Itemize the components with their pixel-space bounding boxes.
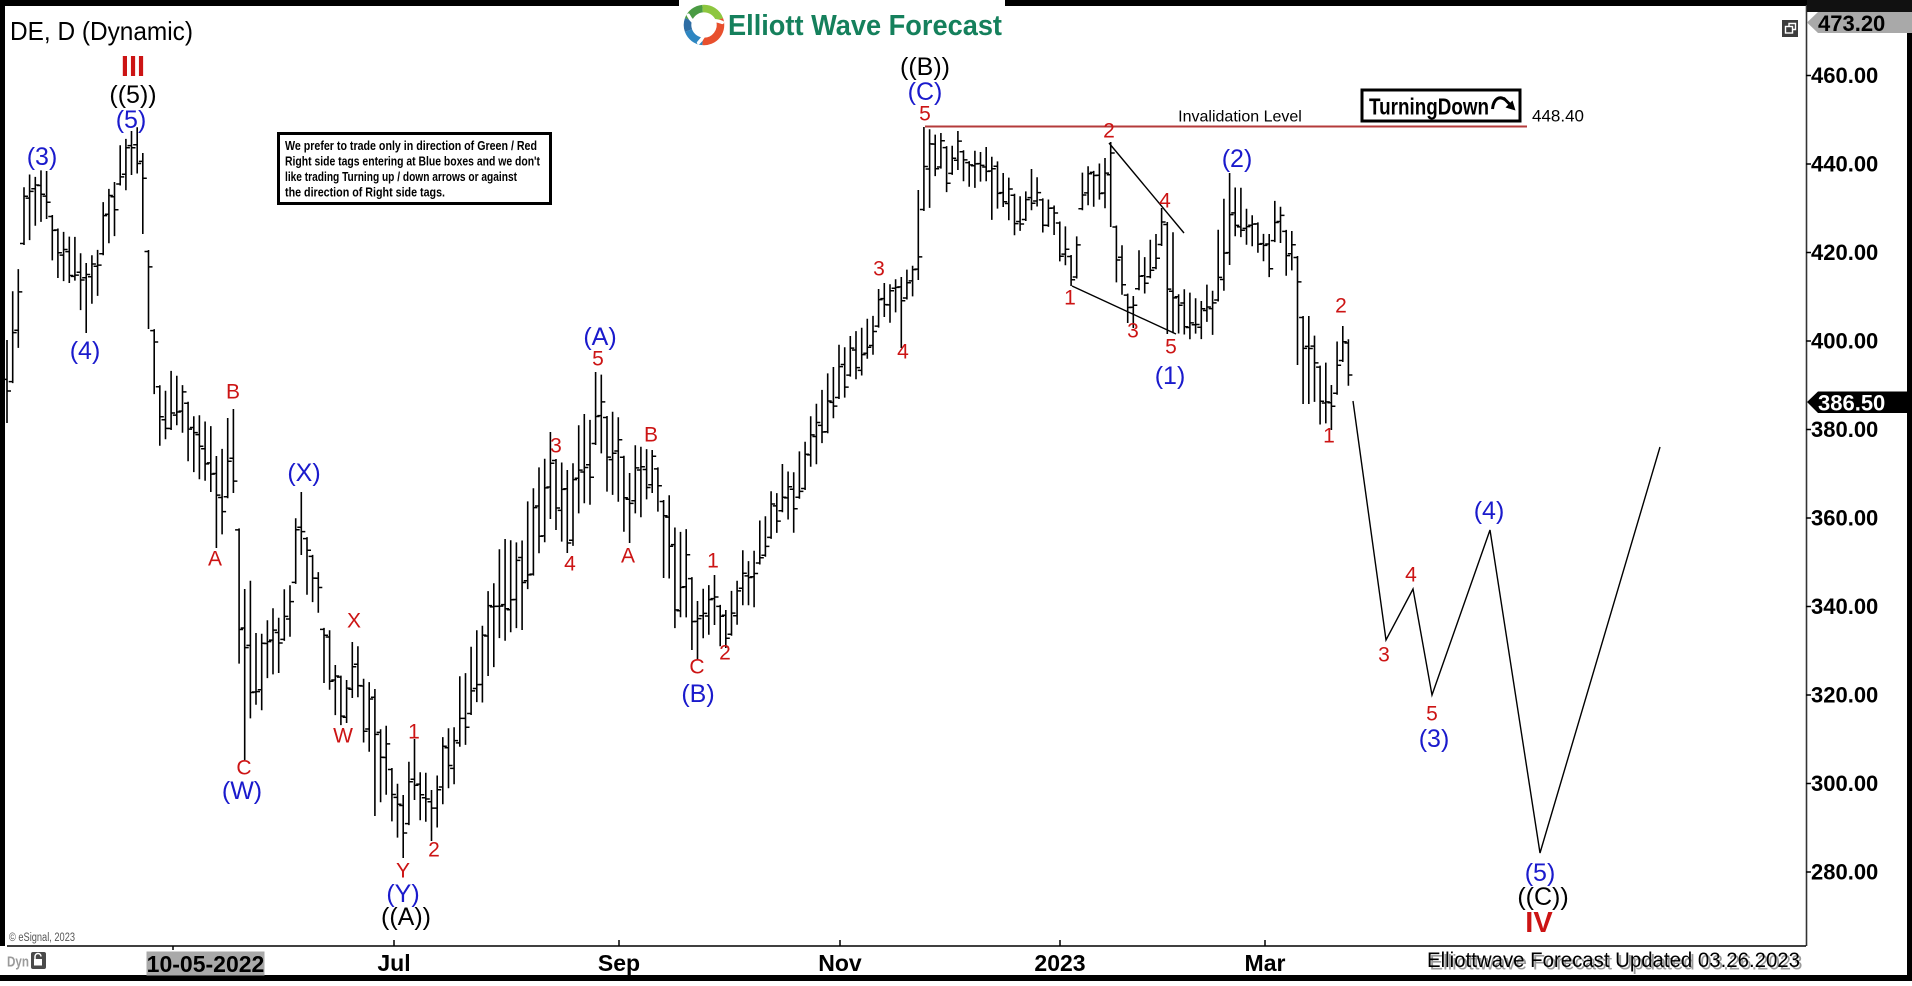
svg-text:360.00: 360.00 — [1811, 506, 1878, 531]
svg-text:(5): (5) — [1525, 859, 1556, 887]
svg-text:X: X — [347, 610, 361, 633]
svg-text:((A)): ((A)) — [381, 903, 431, 931]
svg-text:4: 4 — [564, 553, 576, 576]
svg-text:473.20: 473.20 — [1818, 11, 1885, 36]
svg-text:Elliottwave Forecast Updated 0: Elliottwave Forecast Updated 03.26.2023 — [1430, 952, 1803, 975]
svg-text:Dyn: Dyn — [7, 954, 29, 971]
svg-text:III: III — [121, 51, 145, 83]
svg-text:C: C — [689, 656, 704, 679]
svg-text:3: 3 — [1127, 320, 1139, 343]
svg-text:the direction of Right side ta: the direction of Right side tags. — [285, 185, 445, 200]
svg-text:(3): (3) — [27, 143, 58, 171]
svg-text:(W): (W) — [222, 777, 262, 805]
svg-text:340.00: 340.00 — [1811, 594, 1878, 619]
svg-text:1: 1 — [408, 721, 420, 744]
svg-text:1: 1 — [1323, 425, 1335, 448]
svg-text:A: A — [208, 548, 222, 571]
svg-text:4: 4 — [897, 341, 909, 364]
svg-text:5: 5 — [919, 103, 931, 126]
svg-text:3: 3 — [550, 435, 562, 458]
svg-text:© eSignal, 2023: © eSignal, 2023 — [9, 932, 75, 944]
svg-text:Sep: Sep — [598, 950, 640, 976]
svg-text:(X): (X) — [287, 459, 320, 487]
svg-text:((C)): ((C)) — [1517, 883, 1568, 911]
svg-text:10-05-2022: 10-05-2022 — [147, 951, 265, 977]
svg-text:(5): (5) — [116, 106, 147, 134]
svg-text:5: 5 — [1165, 336, 1177, 359]
svg-text:Mar: Mar — [1245, 950, 1286, 976]
svg-text:2: 2 — [428, 839, 440, 862]
svg-text:B: B — [644, 424, 658, 447]
svg-text:(2): (2) — [1222, 145, 1253, 173]
svg-text:400.00: 400.00 — [1811, 329, 1878, 354]
svg-text:386.50: 386.50 — [1818, 391, 1885, 416]
svg-text:320.00: 320.00 — [1811, 683, 1878, 708]
svg-text:A: A — [621, 545, 635, 568]
svg-text:1: 1 — [707, 550, 719, 573]
svg-text:W: W — [333, 725, 353, 748]
svg-text:Right side tags entering at Bl: Right side tags entering at Blue boxes a… — [285, 154, 540, 169]
svg-text:2023: 2023 — [1034, 950, 1085, 976]
svg-text:280.00: 280.00 — [1811, 860, 1878, 885]
svg-text:2: 2 — [1103, 120, 1115, 143]
svg-text:3: 3 — [1378, 644, 1390, 667]
svg-text:440.00: 440.00 — [1811, 152, 1878, 177]
svg-text:C: C — [236, 757, 251, 780]
svg-text:448.40: 448.40 — [1532, 107, 1584, 126]
svg-text:(Y): (Y) — [386, 880, 419, 908]
svg-text:B: B — [226, 381, 240, 404]
svg-text:(1): (1) — [1155, 362, 1186, 390]
svg-text:5: 5 — [592, 348, 604, 371]
svg-text:4: 4 — [1159, 190, 1171, 213]
svg-text:4: 4 — [1405, 564, 1417, 587]
svg-text:((B)): ((B)) — [900, 53, 950, 81]
svg-text:(4): (4) — [70, 337, 101, 365]
svg-text:(B): (B) — [681, 680, 714, 708]
svg-text:Invalidation Level: Invalidation Level — [1178, 109, 1302, 126]
svg-text:(3): (3) — [1419, 725, 1450, 753]
svg-text:5: 5 — [1426, 703, 1438, 726]
svg-text:460.00: 460.00 — [1811, 63, 1878, 88]
svg-text:420.00: 420.00 — [1811, 240, 1878, 265]
svg-text:Jul: Jul — [377, 950, 410, 976]
svg-text:2: 2 — [1335, 295, 1347, 318]
svg-text:Nov: Nov — [818, 950, 862, 976]
svg-text:2: 2 — [719, 642, 731, 665]
svg-text:(4): (4) — [1474, 497, 1505, 525]
svg-text:(C): (C) — [908, 78, 943, 106]
svg-text:Elliott Wave Forecast: Elliott Wave Forecast — [728, 10, 1002, 42]
svg-text:TurningDown: TurningDown — [1369, 94, 1489, 120]
svg-text:IV: IV — [1525, 907, 1553, 939]
svg-text:Elliottwave Forecast Updated 0: Elliottwave Forecast Updated 03.26.2023 — [1427, 949, 1800, 972]
svg-text:3: 3 — [873, 258, 885, 281]
svg-text:1: 1 — [1064, 287, 1076, 310]
svg-text:(A): (A) — [583, 323, 616, 351]
svg-text:DE, D (Dynamic): DE, D (Dynamic) — [10, 16, 193, 46]
svg-text:380.00: 380.00 — [1811, 417, 1878, 442]
svg-text:((5)): ((5)) — [109, 81, 156, 109]
svg-text:We prefer to trade only in dir: We prefer to trade only in direction of … — [285, 138, 537, 153]
svg-text:300.00: 300.00 — [1811, 771, 1878, 796]
svg-text:Y: Y — [396, 860, 410, 883]
svg-text:like trading Turning up / down: like trading Turning up / down arrows or… — [285, 169, 517, 184]
